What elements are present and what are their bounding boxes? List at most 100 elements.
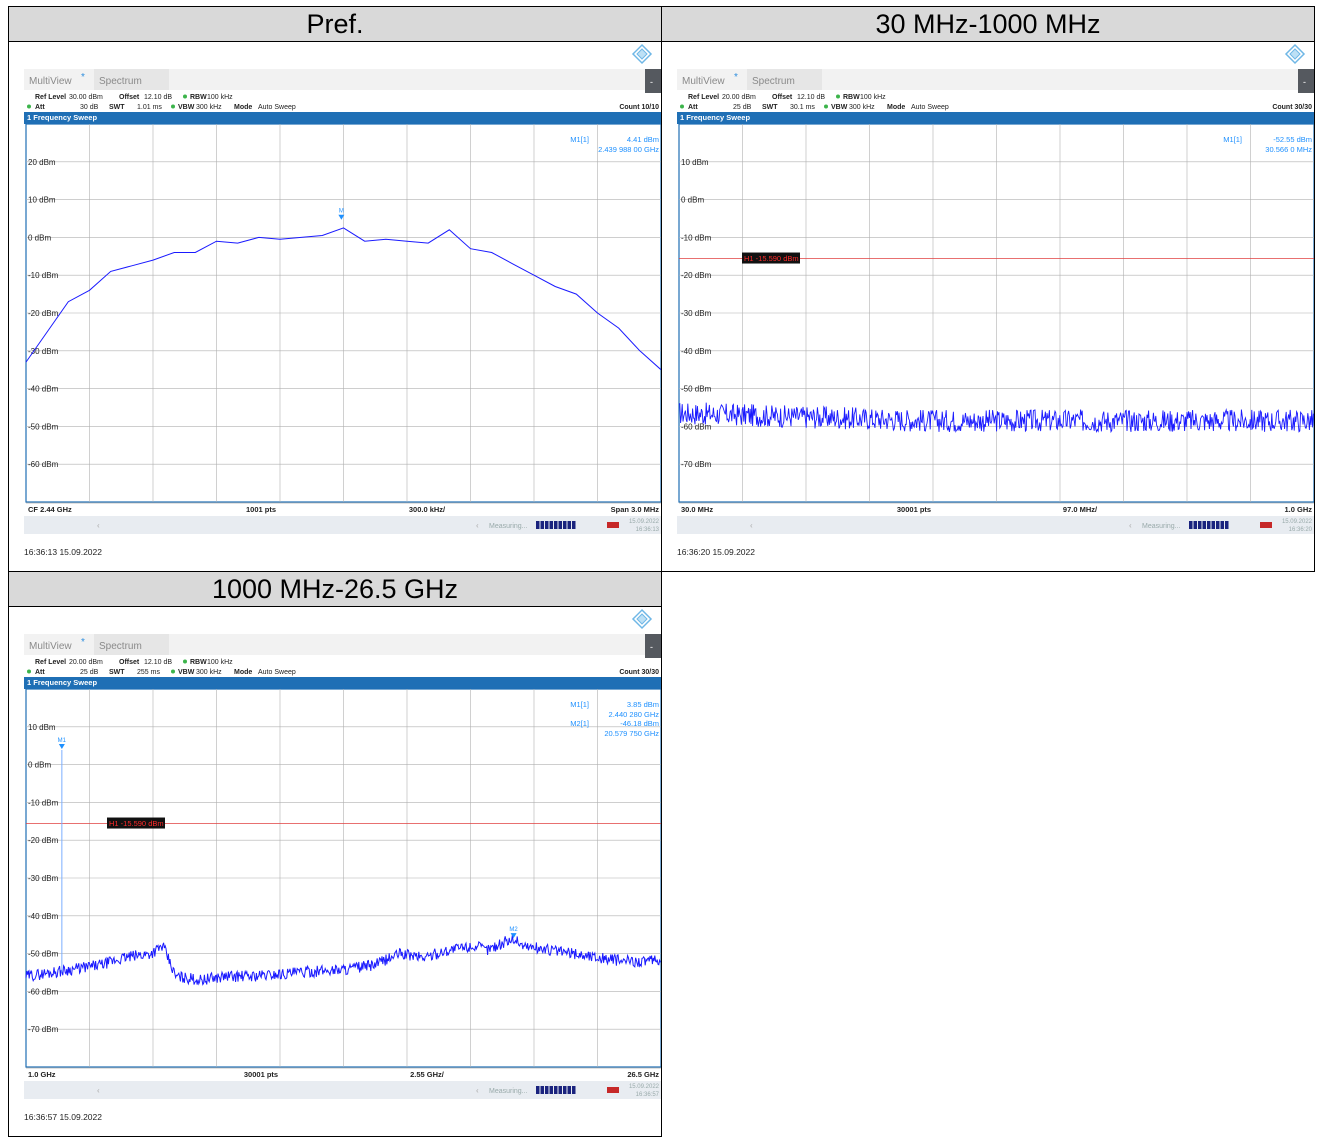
- status-chevron-icon: ‹: [750, 521, 753, 530]
- offset-label: Offset: [772, 94, 793, 101]
- att-label: Att: [35, 104, 45, 111]
- progress-segment: [1216, 521, 1220, 529]
- status-alert-icon: [1260, 522, 1272, 528]
- rbw-label: RBW: [843, 94, 860, 101]
- progress-segment: [572, 521, 576, 529]
- measuring-label: Measuring...: [489, 523, 528, 530]
- limit-line-label-bg: [742, 252, 800, 264]
- panel-title-bar-lower: [24, 687, 661, 689]
- ref-level-label: Ref Level: [35, 94, 66, 101]
- status-alert-icon: [607, 1087, 619, 1093]
- status-bar: [24, 516, 661, 534]
- y-tick-label: -70 dBm: [681, 460, 712, 469]
- progress-segment: [567, 1086, 571, 1094]
- tab-bar: [24, 634, 661, 655]
- rs-logo-icon: [1284, 43, 1306, 65]
- progress-segment: [567, 521, 571, 529]
- y-tick-label: -40 dBm: [681, 347, 712, 356]
- x-points-label: 1001 pts: [246, 505, 276, 514]
- marker-triangle-icon: [58, 744, 65, 750]
- header-1000mhz-26-5ghz: 1000 MHz-26.5 GHz: [8, 571, 662, 607]
- tab-bar: [677, 69, 1314, 90]
- trace-noise: [678, 402, 1314, 434]
- multiview-tab-label: MultiView: [29, 76, 72, 87]
- mode-label: Mode: [887, 104, 905, 111]
- vbw-indicator-icon: [171, 669, 175, 674]
- y-tick-label: 0 dBm: [28, 233, 51, 242]
- measuring-label: Measuring...: [1142, 523, 1181, 530]
- vbw-label: VBW: [831, 104, 848, 111]
- menu-dash-icon: -: [650, 77, 653, 87]
- att-value: 30 dB: [80, 104, 99, 111]
- marker-tag: M1: [58, 738, 67, 744]
- rs-logo-inner-icon: [636, 48, 648, 60]
- y-tick-label: -60 dBm: [681, 422, 712, 431]
- progress-segment: [1202, 521, 1206, 529]
- progress-segment: [1211, 521, 1215, 529]
- y-tick-label: -20 dBm: [28, 836, 59, 845]
- spectrum-tab: [94, 69, 169, 90]
- vbw-value: 300 kHz: [196, 104, 222, 111]
- mode-value: Auto Sweep: [258, 104, 296, 111]
- y-tick-label: -20 dBm: [681, 271, 712, 280]
- swt-value: 30.1 ms: [790, 104, 815, 111]
- ref-level-value: 30.00 dBm: [69, 94, 103, 101]
- offset-label: Offset: [119, 659, 140, 666]
- x-start-label: CF 2.44 GHz: [28, 505, 72, 514]
- y-tick-label: -50 dBm: [28, 422, 59, 431]
- y-tick-label: -30 dBm: [28, 874, 59, 883]
- marker-triangle-icon: [338, 214, 345, 220]
- progress-segment: [554, 1086, 558, 1094]
- rbw-label: RBW: [190, 659, 207, 666]
- att-label: Att: [688, 104, 698, 111]
- ref-level-label: Ref Level: [35, 659, 66, 666]
- y-tick-label: -30 dBm: [28, 347, 59, 356]
- progress-segment: [558, 1086, 562, 1094]
- x-end-label: 1.0 GHz: [1284, 505, 1312, 514]
- progress-segment: [1198, 521, 1202, 529]
- sweep-count: Count 30/30: [1272, 104, 1312, 111]
- x-points-label: 30001 pts: [244, 1070, 278, 1079]
- marker-readout-frequency: 2.439 988 00 GHz: [598, 145, 659, 154]
- status-date: 15.09.2022: [1282, 519, 1313, 525]
- spectrum-screenshot-pref: MultiView * Spectrum - Ref Level 30.00 dBm Off…: [9, 42, 662, 571]
- x-end-label: Span 3.0 MHz: [611, 505, 660, 514]
- vbw-value: 300 kHz: [196, 669, 222, 676]
- sweep-count: Count 10/10: [619, 104, 659, 111]
- y-tick-label: 10 dBm: [28, 196, 56, 205]
- panel-title: 1 Frequency Sweep: [27, 678, 97, 687]
- y-tick-label: -40 dBm: [28, 385, 59, 394]
- vbw-label: VBW: [178, 104, 195, 111]
- limit-line-label: H1 -15.590 dBm: [109, 819, 164, 828]
- screenshot-timestamp: 16:36:13 15.09.2022: [24, 547, 102, 557]
- measuring-label: Measuring...: [489, 1088, 528, 1095]
- status-time: 16:36:57: [636, 1092, 660, 1098]
- menu-button: [645, 69, 661, 93]
- spectrum-screenshot-1000mhz-26-5ghz: MultiView * Spectrum - Ref Level 20.00 dBm Off…: [9, 607, 662, 1136]
- trace-noise: [25, 934, 661, 986]
- offset-value: 12.10 dB: [144, 659, 172, 666]
- ref-level-label: Ref Level: [688, 94, 719, 101]
- rbw-indicator-icon: [183, 659, 187, 664]
- x-division-label: 2.55 GHz/: [410, 1070, 445, 1079]
- y-tick-label: -60 dBm: [28, 460, 59, 469]
- analyzer-display: MultiView * Spectrum - Ref Level 20.00 dBm Off…: [677, 43, 1315, 557]
- att-indicator-icon: [27, 669, 31, 674]
- mode-label: Mode: [234, 104, 252, 111]
- status-chevron-icon-2: ‹: [1129, 521, 1132, 530]
- vbw-indicator-icon: [824, 104, 828, 109]
- panel-title-bar: [677, 112, 1314, 122]
- panel-title-bar-lower: [677, 122, 1314, 124]
- x-end-label: 26.5 GHz: [627, 1070, 659, 1079]
- rbw-value: 100 kHz: [860, 94, 886, 101]
- att-value: 25 dB: [80, 669, 99, 676]
- progress-segment: [554, 521, 558, 529]
- spectrum-tab-label: Spectrum: [99, 641, 142, 652]
- marker-readout-label: M1[1]: [570, 700, 589, 709]
- marker-readout-label: M1[1]: [1223, 135, 1242, 144]
- status-chevron-icon: ‹: [97, 521, 100, 530]
- rbw-value: 100 kHz: [207, 659, 233, 666]
- att-value: 25 dB: [733, 104, 752, 111]
- status-date: 15.09.2022: [629, 519, 660, 525]
- multiview-star-icon: *: [81, 637, 85, 648]
